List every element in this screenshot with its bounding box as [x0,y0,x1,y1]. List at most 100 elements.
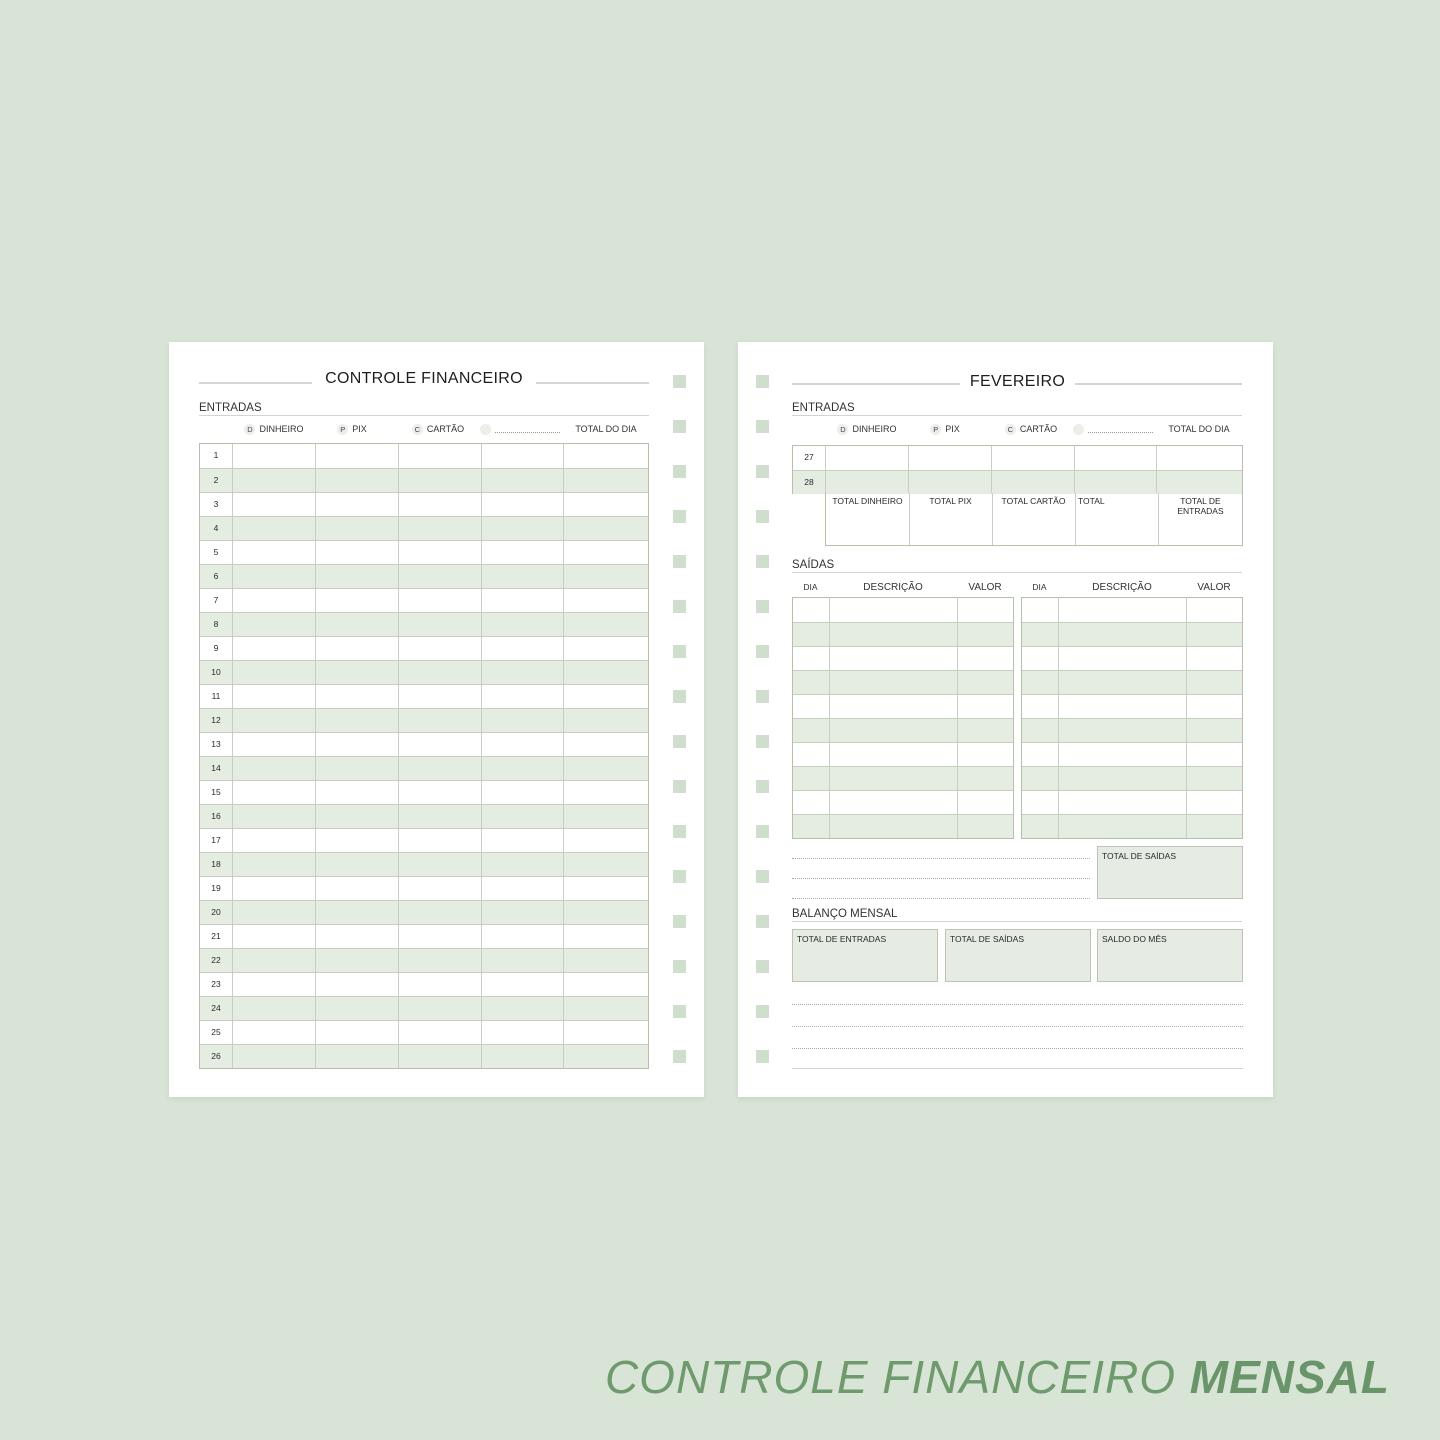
table-row[interactable]: 1 [200,444,648,468]
saidas-table-right [1021,597,1243,839]
binder-hole-icon [673,735,686,748]
table-row[interactable]: 21 [200,924,648,948]
table-row[interactable]: 11 [200,684,648,708]
table-row[interactable]: 23 [200,972,648,996]
category-badge: P [930,424,942,435]
day-number: 20 [211,907,221,917]
balanco-total-entradas[interactable]: TOTAL DE ENTRADAS [792,929,938,982]
binder-hole-icon [673,915,686,928]
column-header: TOTAL DO DIA [546,424,666,434]
table-row[interactable]: 20 [200,900,648,924]
entradas-table: 1 2 3 4 5 6 7 8 9 10 11 12 13 14 15 16 17 18 19 20 21 22 23 24 2… [199,443,649,1069]
table-row[interactable]: 27 [793,446,1242,470]
note-line[interactable] [792,878,1090,879]
column-header: C CARTÃO [378,424,498,435]
column-divider [829,598,830,838]
binder-hole-icon [673,1050,686,1063]
binder-hole-icon [756,825,769,838]
column-header: P PIX [292,424,412,435]
binder-hole-icon [756,870,769,883]
day-number: 23 [211,979,221,989]
table-row[interactable]: 8 [200,612,648,636]
table-row[interactable] [1022,598,1242,622]
note-line[interactable] [792,1004,1243,1005]
total-saidas-label: TOTAL DE SAÍDAS [1102,851,1177,861]
note-line[interactable] [792,858,1090,859]
custom-category-icon [480,424,491,435]
category-badge: P [337,424,349,435]
binder-hole-icon [756,1005,769,1018]
day-number: 10 [211,667,221,677]
balanco-total-saidas[interactable]: TOTAL DE SAÍDAS [945,929,1091,982]
table-row[interactable]: 4 [200,516,648,540]
table-row[interactable] [1022,670,1242,694]
table-row[interactable] [1022,622,1242,646]
table-row[interactable]: 22 [200,948,648,972]
table-row[interactable]: 2 [200,468,648,492]
table-row[interactable] [793,718,1013,742]
divider [792,572,1242,573]
table-row[interactable]: 28 [793,470,1242,494]
table-row[interactable] [793,622,1013,646]
column-divider [908,446,909,493]
column-header [1053,424,1173,437]
table-row[interactable]: 6 [200,564,648,588]
table-row[interactable] [793,694,1013,718]
table-row[interactable]: 16 [200,804,648,828]
table-row[interactable] [793,814,1013,838]
table-row[interactable]: 25 [200,1020,648,1044]
table-row[interactable]: 12 [200,708,648,732]
table-row[interactable] [1022,766,1242,790]
day-number: 22 [211,955,221,965]
table-row[interactable]: 7 [200,588,648,612]
balanco-saldo[interactable]: SALDO DO MÊS [1097,929,1243,982]
table-row[interactable] [1022,694,1242,718]
total-cell[interactable]: TOTAL DINHEIRO [832,496,903,506]
table-row[interactable]: 24 [200,996,648,1020]
table-row[interactable] [793,598,1013,622]
column-divider [1156,446,1157,493]
total-saidas-box[interactable]: TOTAL DE SAÍDAS [1097,846,1243,899]
column-divider [481,444,482,1068]
column-label: DINHEIRO [259,424,304,434]
table-row[interactable]: 10 [200,660,648,684]
table-row[interactable]: 13 [200,732,648,756]
table-row[interactable] [1022,814,1242,838]
binder-hole-icon [673,1005,686,1018]
table-row[interactable]: 3 [200,492,648,516]
custom-category-blank[interactable] [495,432,560,434]
table-row[interactable]: 17 [200,828,648,852]
table-row[interactable]: 26 [200,1044,648,1068]
table-row[interactable]: 9 [200,636,648,660]
note-line[interactable] [792,1026,1243,1027]
column-header: TOTAL DO DIA [1139,424,1259,434]
table-row[interactable] [793,646,1013,670]
table-row[interactable]: 15 [200,780,648,804]
table-row[interactable] [793,742,1013,766]
binder-hole-icon [756,915,769,928]
table-row[interactable]: 18 [200,852,648,876]
total-cell[interactable]: TOTAL PIX [929,496,972,506]
total-cell[interactable]: TOTAL [1078,496,1105,506]
total-cell[interactable]: TOTAL CARTÃO [1001,496,1066,506]
table-row[interactable] [1022,790,1242,814]
column-divider [991,446,992,493]
custom-category-blank[interactable] [1088,432,1153,434]
table-row[interactable] [793,670,1013,694]
table-row[interactable]: 5 [200,540,648,564]
column-divider [825,446,826,493]
column-divider [563,444,564,1068]
day-number: 5 [213,547,219,557]
day-number: 14 [211,763,221,773]
total-cell[interactable]: TOTAL DE ENTRADAS [1177,496,1224,516]
table-row[interactable] [1022,742,1242,766]
table-row[interactable]: 14 [200,756,648,780]
table-row[interactable] [793,766,1013,790]
column-divider [232,444,233,1068]
table-row[interactable] [1022,646,1242,670]
table-row[interactable]: 19 [200,876,648,900]
note-line[interactable] [792,1048,1243,1049]
note-line[interactable] [792,898,1090,899]
table-row[interactable] [1022,718,1242,742]
table-row[interactable] [793,790,1013,814]
